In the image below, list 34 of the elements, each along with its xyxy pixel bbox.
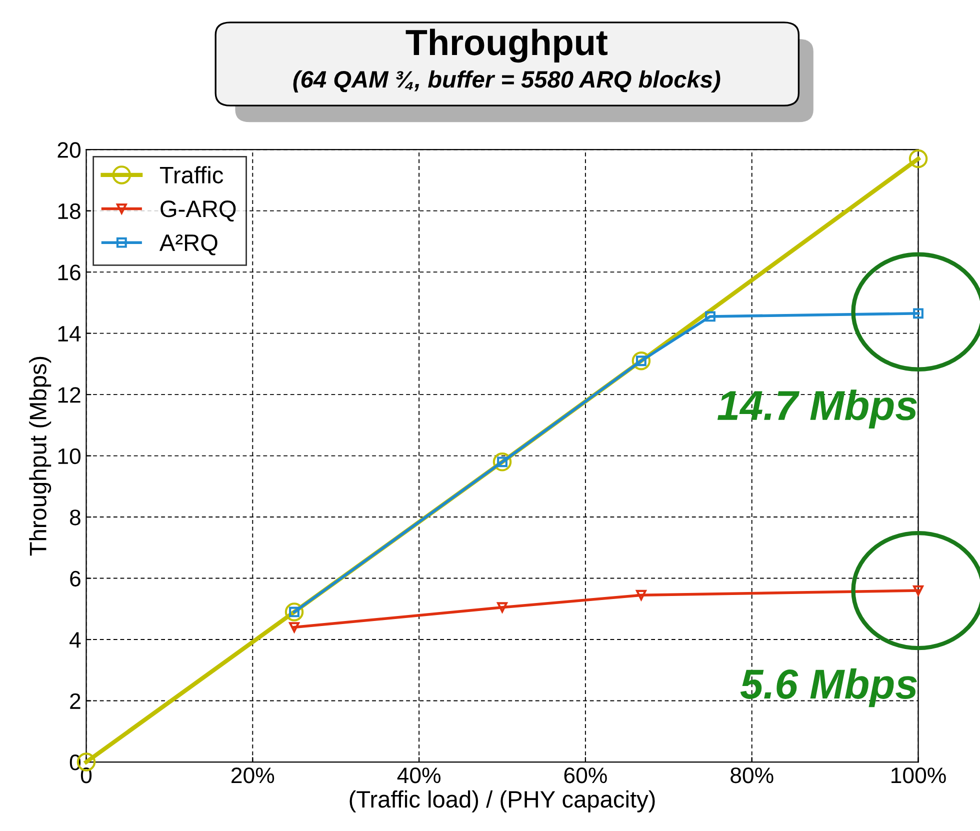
chart-subtitle: (64 QAM ¾, buffer = 5580 ARQ blocks)	[293, 70, 720, 92]
point	[705, 311, 716, 322]
y-tick-label: 10	[58, 448, 81, 464]
y-tick-label: 20	[58, 142, 81, 158]
y-tick-label: 4	[70, 632, 81, 648]
x-axis-title: (Traffic load) / (PHY capacity)	[350, 790, 655, 812]
y-tick-label: 2	[70, 693, 80, 709]
y-axis-title: Throughput (Mbps)	[29, 356, 52, 556]
point	[289, 622, 300, 632]
point	[284, 602, 304, 622]
y-tick-label: 14	[58, 326, 81, 342]
y-tick-label: 16	[58, 264, 80, 280]
x-tick-label: 40%	[397, 767, 440, 784]
point	[913, 308, 924, 319]
annotation: 5.6 Mbps	[740, 668, 917, 708]
y-tick-label: 18	[58, 203, 80, 220]
point	[908, 149, 928, 168]
y-tick-label: 8	[70, 510, 80, 526]
point	[497, 602, 508, 613]
y-tick-label: 6	[70, 570, 80, 587]
legend-label: G-ARQ	[160, 200, 236, 222]
y-tick-label: 12	[58, 387, 80, 403]
point	[636, 590, 646, 600]
x-tick-label: 20%	[232, 767, 274, 784]
x-tick-label: 100%	[892, 767, 946, 784]
legend-label: Traffic	[160, 166, 224, 184]
chart-title: Throughput	[406, 28, 608, 63]
point	[492, 452, 512, 472]
point	[632, 351, 651, 370]
x-tick-label: 60%	[564, 767, 607, 784]
legend-label: A²RQ	[159, 234, 218, 256]
annotation: 14.7 Mbps	[717, 390, 917, 429]
x-tick-label: 80%	[730, 767, 774, 784]
point	[913, 585, 924, 596]
